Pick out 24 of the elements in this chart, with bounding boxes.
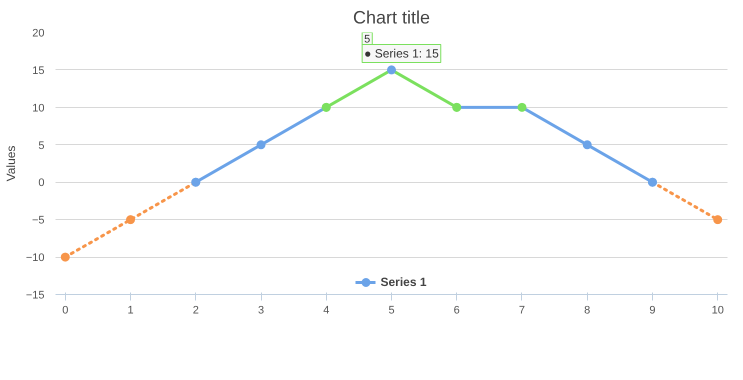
y-tick-label: −10 xyxy=(26,252,45,264)
x-tick-label: 5 xyxy=(388,304,395,316)
x-tick-label: 6 xyxy=(454,304,460,316)
y-tick-label: −15 xyxy=(26,290,45,302)
annotation: ● Series 1: 15 xyxy=(364,46,440,60)
y-tick-label: 5 xyxy=(38,140,45,152)
y-tick-label: 10 xyxy=(32,102,45,114)
legend-label: Series 1 xyxy=(380,275,427,289)
x-tick-label: 2 xyxy=(192,304,199,316)
x-tick-label: 7 xyxy=(518,304,526,316)
y-tick-label: 20 xyxy=(32,28,45,40)
x-tick-label: 3 xyxy=(258,304,264,316)
annotation: 5 xyxy=(364,33,370,46)
y-tick-label: 15 xyxy=(32,64,45,77)
x-tick-label: 9 xyxy=(649,304,656,316)
x-tick-label: 10 xyxy=(712,304,724,316)
y-axis-title: Values xyxy=(4,146,18,182)
x-tick-label: 4 xyxy=(323,304,330,316)
x-tick-label: 0 xyxy=(62,304,68,316)
y-tick-label: 0 xyxy=(38,177,45,190)
x-tick-label: 1 xyxy=(127,304,134,316)
x-tick-label: 8 xyxy=(584,304,590,316)
chart-title: Chart title xyxy=(352,8,430,28)
y-tick-label: −5 xyxy=(32,214,45,227)
